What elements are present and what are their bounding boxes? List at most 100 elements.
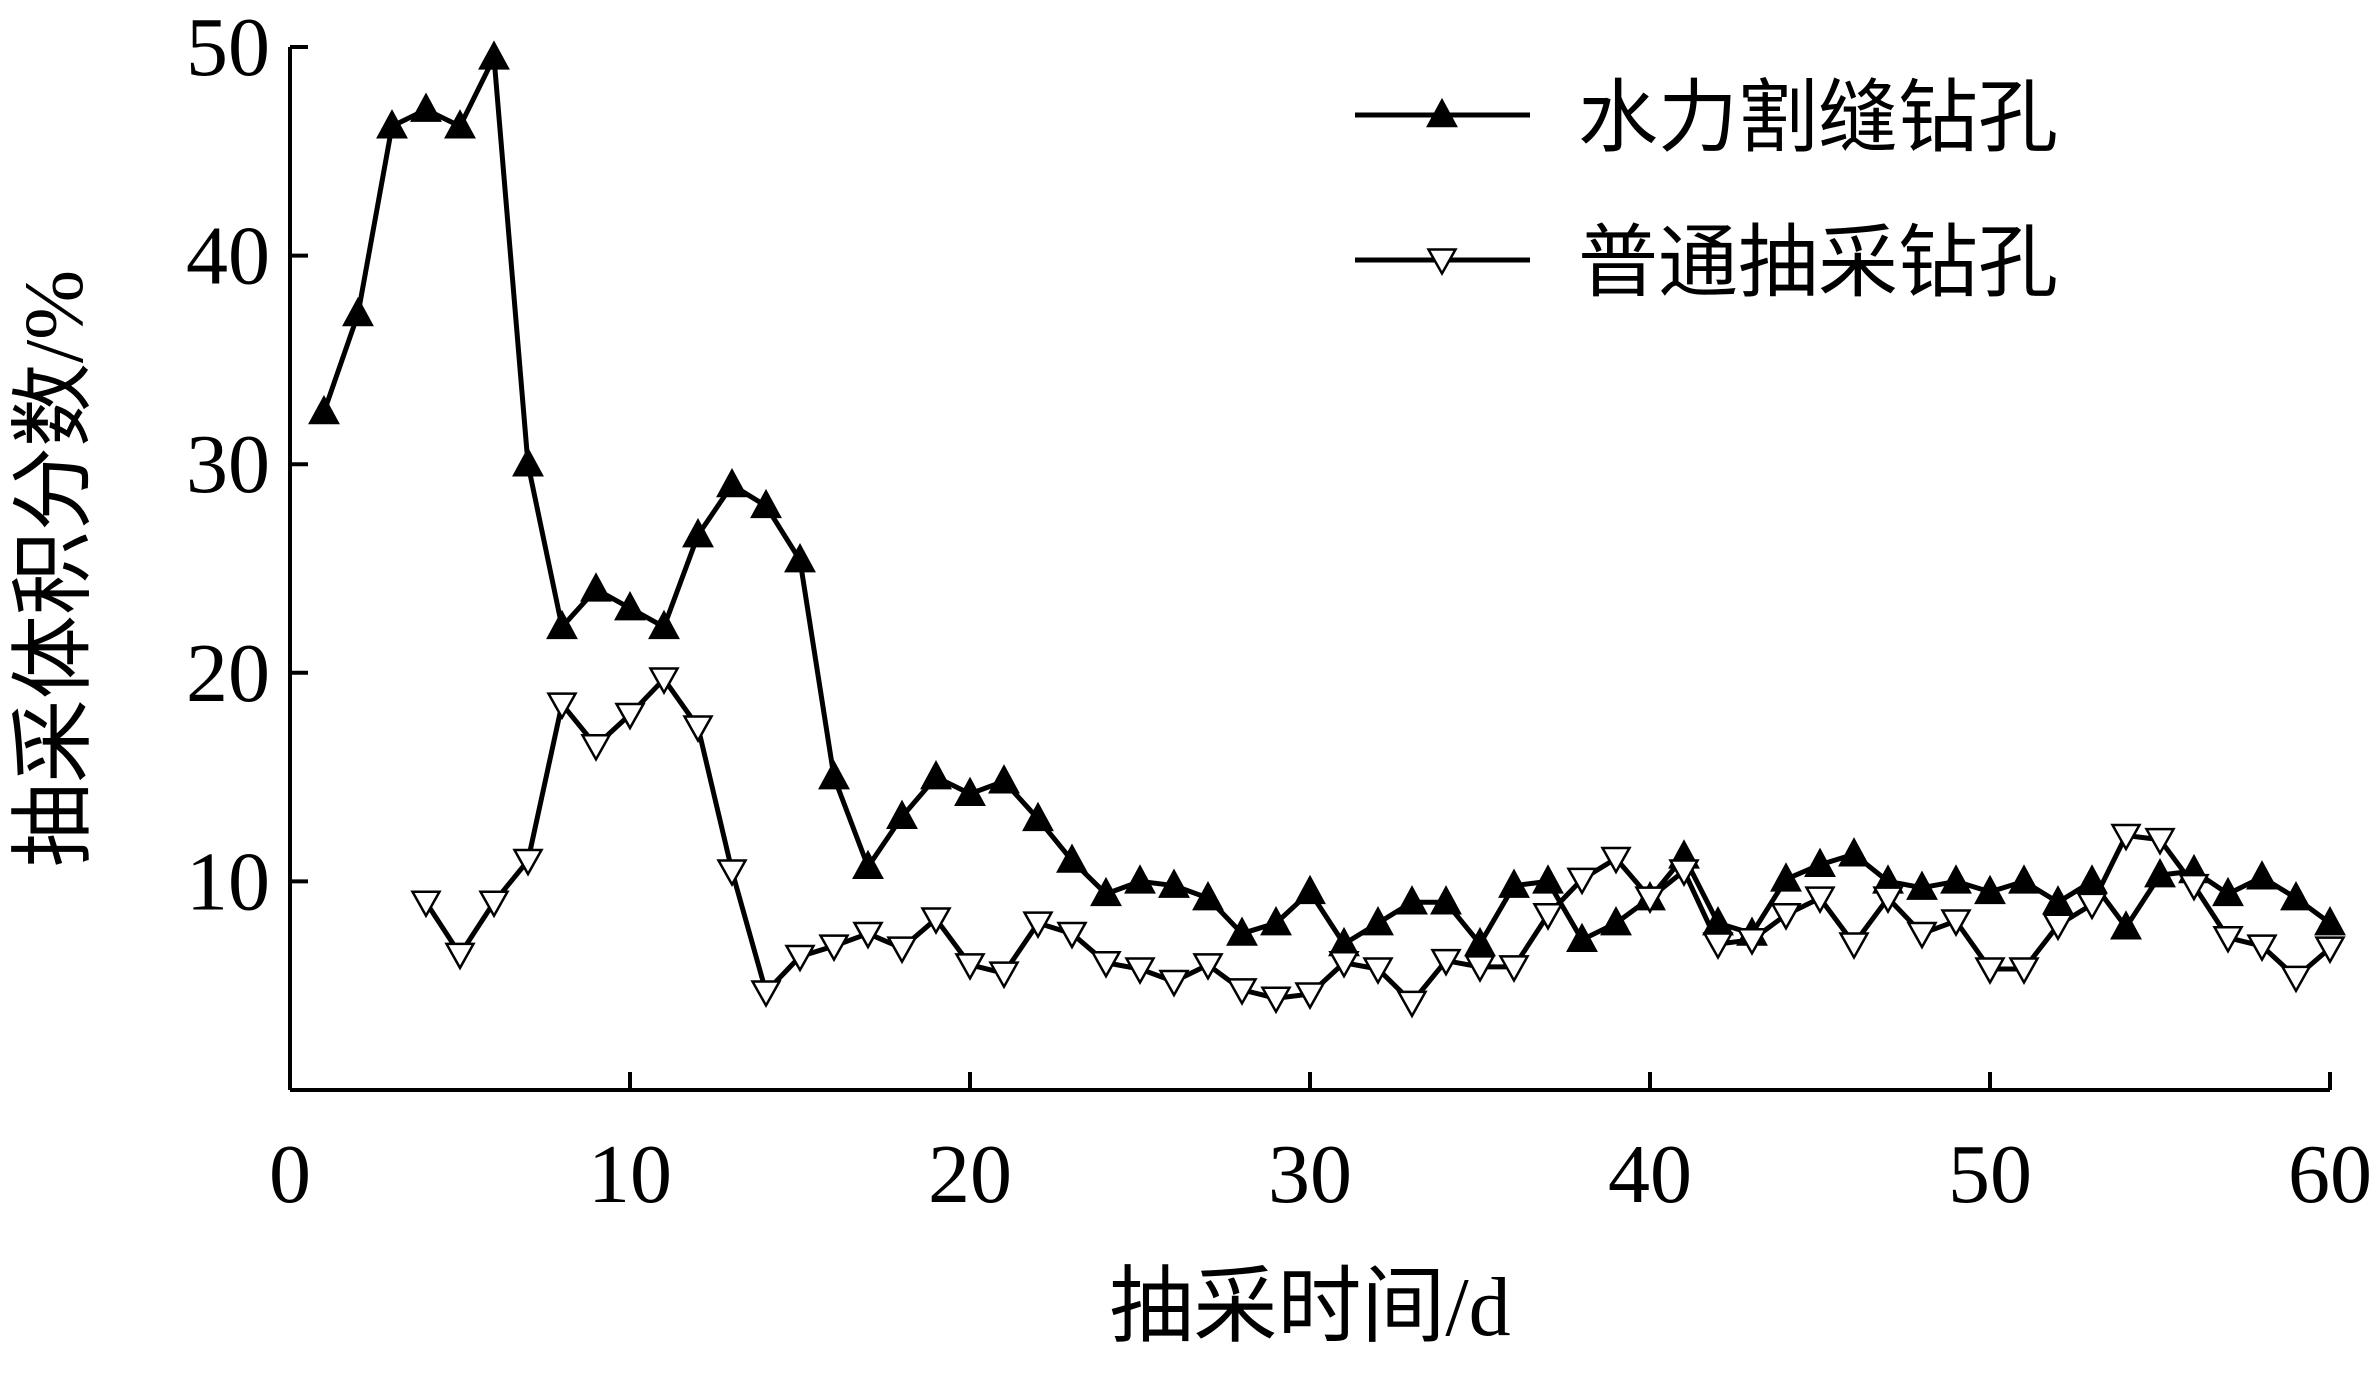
data-point-hydraulic-slotting <box>784 543 816 573</box>
data-point-hydraulic-slotting <box>2280 880 2312 911</box>
data-point-ordinary-drainage <box>852 921 884 950</box>
x-axis-title: 抽采时间/d <box>1109 1261 1510 1354</box>
data-point-hydraulic-slotting <box>750 488 782 519</box>
data-point-ordinary-drainage <box>1872 886 1904 915</box>
data-point-ordinary-drainage <box>1362 957 1394 986</box>
data-point-ordinary-drainage <box>2178 873 2210 902</box>
data-point-hydraulic-slotting <box>1362 906 1394 936</box>
legend-label-ordinary-drainage: 普通抽采钻孔 <box>1578 220 2058 308</box>
series-ordinary-drainage <box>410 667 2346 1019</box>
data-point-ordinary-drainage <box>2280 965 2312 994</box>
x-tick-label: 0 <box>269 1128 311 1221</box>
data-point-ordinary-drainage <box>988 961 1020 990</box>
data-point-hydraulic-slotting <box>2144 858 2176 888</box>
data-point-hydraulic-slotting <box>1124 864 1156 894</box>
triangle-down-icon <box>1426 248 1458 277</box>
data-point-hydraulic-slotting <box>308 394 340 425</box>
data-point-ordinary-drainage <box>954 953 986 981</box>
data-point-ordinary-drainage <box>1396 990 1428 1019</box>
data-point-hydraulic-slotting <box>2110 910 2142 940</box>
x-tick-label: 30 <box>1268 1128 1352 1221</box>
data-point-hydraulic-slotting <box>1906 870 1938 900</box>
data-point-ordinary-drainage <box>1226 978 1258 1006</box>
series-layer <box>308 40 2346 1019</box>
data-point-ordinary-drainage <box>648 667 680 696</box>
data-point-hydraulic-slotting <box>410 92 442 122</box>
data-point-ordinary-drainage <box>1328 951 1360 979</box>
data-point-hydraulic-slotting <box>478 40 510 70</box>
data-point-ordinary-drainage <box>444 942 476 971</box>
data-point-ordinary-drainage <box>2110 823 2142 852</box>
data-point-hydraulic-slotting <box>954 776 986 807</box>
data-point-hydraulic-slotting <box>1260 906 1292 936</box>
data-point-ordinary-drainage <box>1600 846 1632 875</box>
data-point-ordinary-drainage <box>614 702 646 731</box>
data-point-ordinary-drainage <box>1022 911 1054 940</box>
data-point-ordinary-drainage <box>1736 928 1768 956</box>
series-hydraulic-slotting <box>308 40 2346 957</box>
data-point-ordinary-drainage <box>1260 986 1292 1015</box>
data-point-hydraulic-slotting <box>444 109 476 139</box>
data-point-hydraulic-slotting <box>682 518 714 548</box>
data-point-hydraulic-slotting <box>2246 860 2278 890</box>
data-point-ordinary-drainage <box>1702 932 1734 961</box>
data-point-ordinary-drainage <box>2314 936 2346 965</box>
data-point-ordinary-drainage <box>1464 955 1496 983</box>
data-point-hydraulic-slotting <box>376 109 408 139</box>
data-point-hydraulic-slotting <box>1600 906 1632 936</box>
y-tick-label: 20 <box>186 627 270 720</box>
triangle-up-icon <box>1426 97 1458 128</box>
data-point-ordinary-drainage <box>2246 934 2278 963</box>
data-point-hydraulic-slotting <box>1770 862 1802 892</box>
data-point-hydraulic-slotting <box>1566 922 1598 953</box>
data-point-hydraulic-slotting <box>1192 880 1224 911</box>
data-point-hydraulic-slotting <box>546 609 578 640</box>
data-point-hydraulic-slotting <box>648 609 680 640</box>
data-point-ordinary-drainage <box>2144 827 2176 856</box>
legend-item-hydraulic-slotting: 水力割缝钻孔 <box>1355 75 2058 163</box>
data-point-ordinary-drainage <box>716 859 748 888</box>
data-point-ordinary-drainage <box>1498 955 1530 983</box>
data-point-ordinary-drainage <box>1430 948 1462 977</box>
data-point-hydraulic-slotting <box>1056 843 1088 873</box>
data-point-ordinary-drainage <box>920 907 952 935</box>
data-point-hydraulic-slotting <box>580 572 612 602</box>
data-point-ordinary-drainage <box>2008 957 2040 986</box>
data-point-hydraulic-slotting <box>1294 874 1326 905</box>
data-point-hydraulic-slotting <box>1090 876 1122 907</box>
data-point-hydraulic-slotting <box>1158 868 1190 898</box>
data-point-hydraulic-slotting <box>1804 847 1836 877</box>
legend-item-ordinary-drainage: 普通抽采钻孔 <box>1355 220 2058 308</box>
data-point-hydraulic-slotting <box>988 764 1020 794</box>
data-point-hydraulic-slotting <box>818 760 850 790</box>
data-point-hydraulic-slotting <box>2212 876 2244 907</box>
data-point-ordinary-drainage <box>1192 953 1224 981</box>
data-point-hydraulic-slotting <box>852 849 884 880</box>
data-point-ordinary-drainage <box>1906 921 1938 950</box>
data-point-ordinary-drainage <box>818 934 850 963</box>
data-point-ordinary-drainage <box>1532 903 1564 931</box>
data-point-ordinary-drainage <box>2212 925 2244 954</box>
x-tick-label: 10 <box>588 1128 672 1221</box>
y-tick-label: 10 <box>186 835 270 928</box>
x-tick-label: 50 <box>1948 1128 2032 1221</box>
data-point-ordinary-drainage <box>750 980 782 1009</box>
data-point-hydraulic-slotting <box>1022 801 1054 832</box>
data-point-hydraulic-slotting <box>1430 885 1462 915</box>
data-point-hydraulic-slotting <box>342 296 374 327</box>
data-point-ordinary-drainage <box>580 734 612 762</box>
data-point-ordinary-drainage <box>1838 932 1870 961</box>
data-point-hydraulic-slotting <box>920 760 952 790</box>
data-point-ordinary-drainage <box>1090 951 1122 979</box>
x-ticks: 0 10 20 30 40 50 60 <box>269 1072 2372 1221</box>
data-point-ordinary-drainage <box>1158 969 1190 998</box>
y-tick-label: 30 <box>186 418 270 511</box>
data-point-hydraulic-slotting <box>2042 885 2074 915</box>
data-point-ordinary-drainage <box>1940 909 1972 938</box>
data-point-ordinary-drainage <box>1804 886 1836 915</box>
x-tick-label: 60 <box>2288 1128 2372 1221</box>
data-point-hydraulic-slotting <box>1498 868 1530 898</box>
data-point-ordinary-drainage <box>784 944 816 973</box>
axes <box>288 47 2330 1092</box>
